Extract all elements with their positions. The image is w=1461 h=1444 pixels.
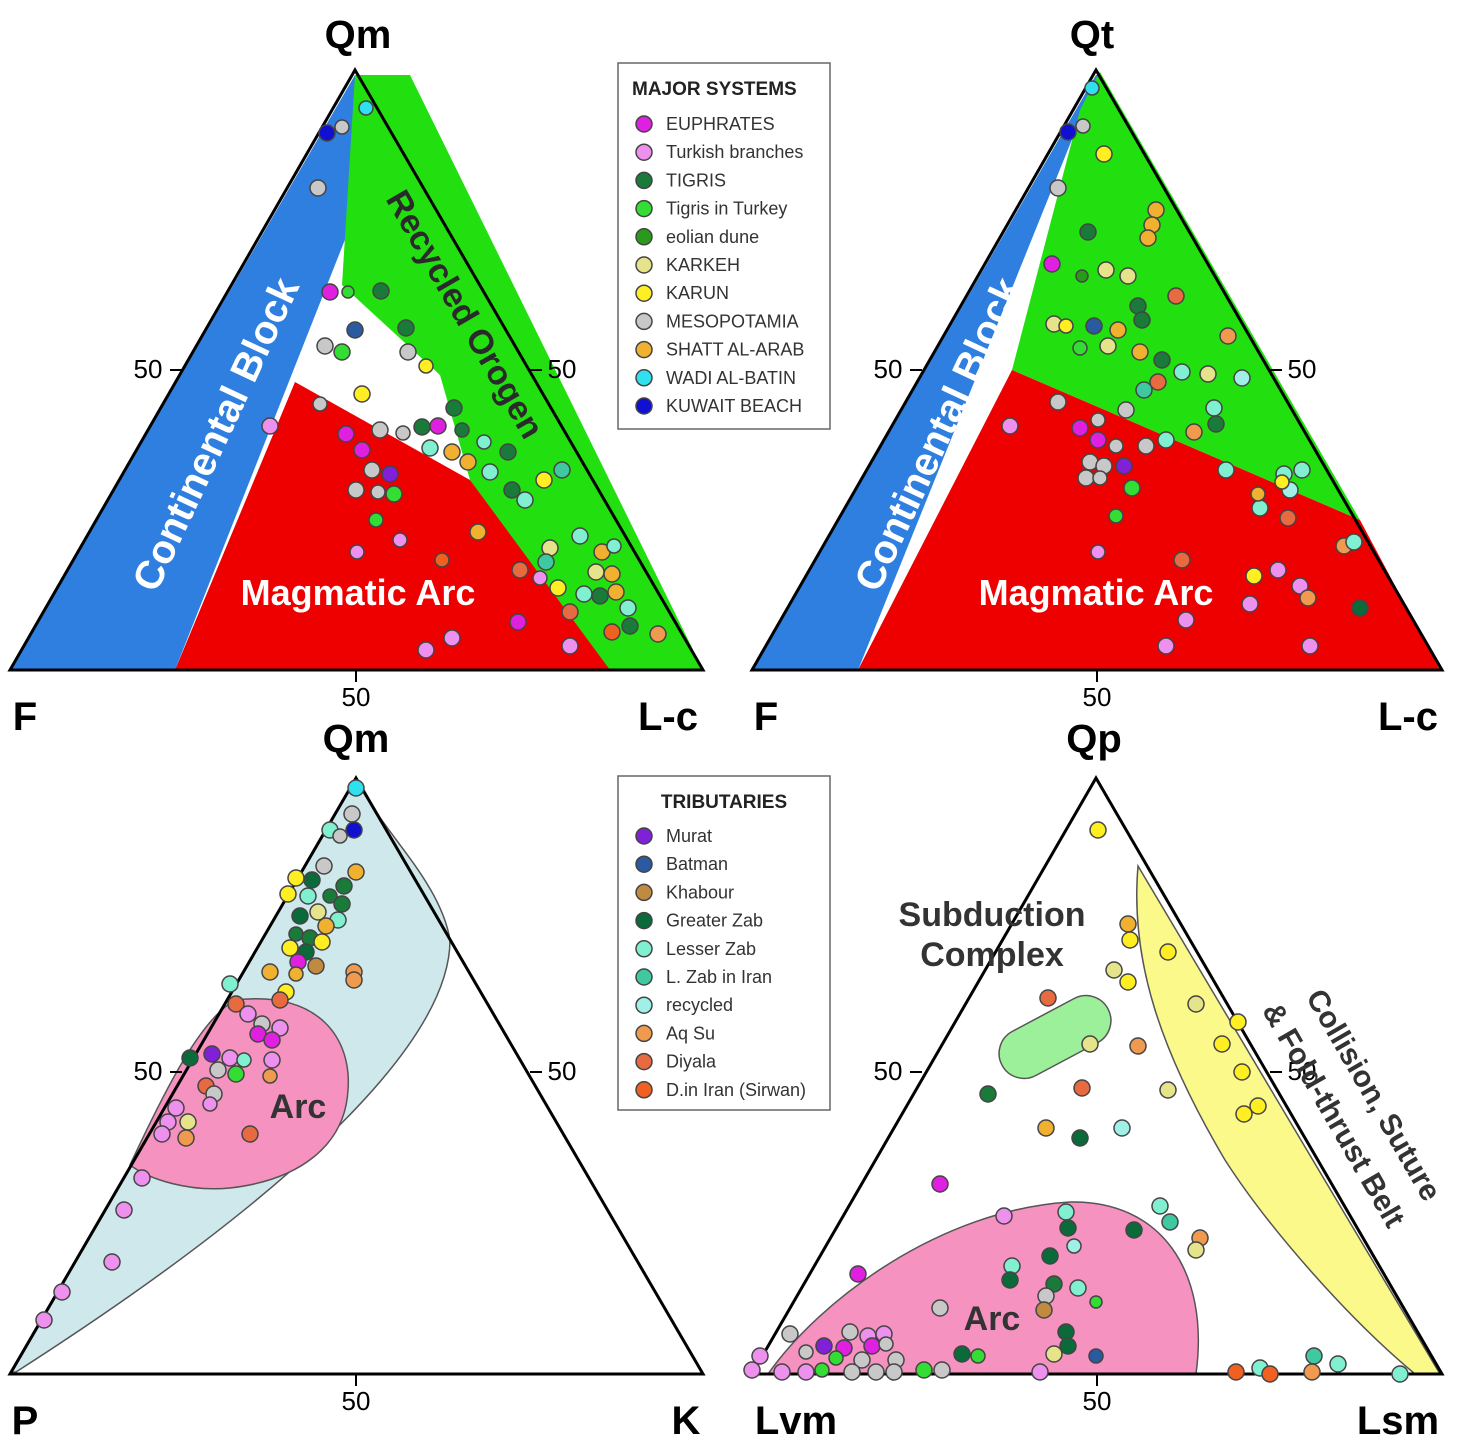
legend-major-label-5: KARKEH xyxy=(666,255,740,275)
apex-right-label: K xyxy=(672,1399,701,1443)
legend-trib-label-7: Aq Su xyxy=(666,1023,715,1043)
data-points xyxy=(743,821,1409,1383)
ternary-qp-lvm-lsm: Qp Lvm Lsm 50 50 50 Subduction Complex A… xyxy=(743,717,1447,1443)
tick-left-50: 50 xyxy=(134,1056,163,1086)
legend-major-title: MAJOR SYSTEMS xyxy=(632,79,797,100)
legend-major-label-3: Tigris in Turkey xyxy=(666,199,787,219)
ternary-qt-f-lc: Qt F L-c 50 50 50 Continental Block Magm… xyxy=(749,13,1445,739)
region-continental-block xyxy=(10,75,410,670)
legend-major-items: EUPHRATES Turkish branches TIGRIS Tigris in… xyxy=(635,114,804,416)
region-recycled-orogen xyxy=(342,75,703,670)
legend-trib-label-9: D.in Iran (Sirwan) xyxy=(666,1080,806,1100)
region-magmatic-arc xyxy=(175,382,610,670)
legend-major-label-8: SHATT AL-ARAB xyxy=(666,340,804,360)
legend-major-label-10: KUWAIT BEACH xyxy=(666,396,802,416)
legend-major-swatch-3 xyxy=(635,199,653,218)
legend-trib-label-2: Khabour xyxy=(666,882,734,902)
apex-right-label: L-c xyxy=(1378,695,1438,739)
legend-major-swatch-10 xyxy=(635,397,653,415)
legend-major-swatch-2 xyxy=(635,171,653,190)
legend-tributaries-title: TRIBUTARIES xyxy=(661,792,787,813)
legend-major-label-0: EUPHRATES xyxy=(666,114,775,134)
tick-bottom-50: 50 xyxy=(1083,1386,1112,1416)
region-arc xyxy=(766,1201,1200,1375)
legend-trib-swatch-9 xyxy=(635,1081,653,1099)
legend-major-swatch-8 xyxy=(635,340,653,359)
label-arc: Arc xyxy=(964,1300,1021,1338)
tick-bottom-50: 50 xyxy=(342,1386,371,1416)
apex-right-label: L-c xyxy=(638,695,698,739)
legend-trib-label-4: Lesser Zab xyxy=(666,939,756,959)
apex-top-label: Qp xyxy=(1066,717,1122,761)
data-points xyxy=(1001,80,1369,655)
legend-trib-swatch-5 xyxy=(635,968,653,986)
legend-trib-label-3: Greater Zab xyxy=(666,911,763,931)
tick-right-50: 50 xyxy=(1288,354,1317,384)
legend-trib-swatch-2 xyxy=(635,883,653,902)
legend-major-swatch-0 xyxy=(635,115,653,133)
label-complex: Complex xyxy=(920,936,1064,974)
legend-trib-swatch-0 xyxy=(635,827,653,845)
legend-trib-label-6: recycled xyxy=(666,995,733,1015)
region-subduction-complex xyxy=(998,994,1112,1080)
data-points xyxy=(35,779,365,1329)
legend-trib-swatch-3 xyxy=(635,911,653,930)
tick-left-50: 50 xyxy=(874,354,903,384)
legend-major-label-2: TIGRIS xyxy=(666,170,726,190)
legend-trib-swatch-7 xyxy=(635,1024,653,1043)
legend-trib-swatch-4 xyxy=(635,940,653,958)
data-points xyxy=(261,100,667,659)
legend-trib-label-8: Diyala xyxy=(666,1052,717,1072)
tick-right-50: 50 xyxy=(548,354,577,384)
legend-major-label-7: MESOPOTAMIA xyxy=(666,311,799,331)
legend-trib-swatch-6 xyxy=(635,996,653,1014)
region-collision-suture-belt xyxy=(1135,863,1442,1375)
apex-left-label: F xyxy=(13,695,37,739)
legend-major-swatch-4 xyxy=(635,228,653,246)
legend-major-label-9: WADI AL-BATIN xyxy=(666,368,796,388)
apex-left-label: P xyxy=(12,1399,39,1443)
apex-top-label: Qt xyxy=(1070,13,1114,57)
apex-left-label: F xyxy=(754,695,778,739)
legend-major-systems: MAJOR SYSTEMS EUPHRATES Turkish branches T… xyxy=(617,62,831,430)
legend-major-swatch-7 xyxy=(635,312,653,331)
legend-major-label-6: KARUN xyxy=(666,283,729,303)
legend-trib-label-1: Batman xyxy=(666,854,728,874)
label-arc: Arc xyxy=(270,1088,327,1126)
tick-right-50: 50 xyxy=(548,1056,577,1086)
region-recycled-orogen xyxy=(1012,72,1360,520)
legend-major-swatch-9 xyxy=(635,369,653,387)
tick-bottom-50: 50 xyxy=(342,682,371,712)
legend-tributaries: TRIBUTARIES Murat Batman Khabour Greater Za… xyxy=(617,775,831,1111)
region-magmatic-arc xyxy=(858,370,1440,670)
apex-top-label: Qm xyxy=(323,717,390,761)
label-magmatic-arc: Magmatic Arc xyxy=(979,572,1214,613)
tick-left-50: 50 xyxy=(874,1056,903,1086)
legend-major-label-1: Turkish branches xyxy=(666,142,803,162)
legend-major-label-4: eolian dune xyxy=(666,227,759,247)
legend-major-swatch-1 xyxy=(635,143,653,161)
legend-major-swatch-6 xyxy=(635,284,653,302)
legend-trib-swatch-8 xyxy=(635,1052,653,1071)
apex-right-label: Lsm xyxy=(1357,1399,1439,1443)
ternary-qm-p-k: Qm P K 50 50 50 Arc xyxy=(7,717,706,1443)
label-subduction: Subduction xyxy=(899,896,1086,934)
label-magmatic-arc: Magmatic Arc xyxy=(241,572,476,613)
legend-major-swatch-5 xyxy=(635,256,653,274)
legend-tributaries-items: Murat Batman Khabour Greater Zab Lesser Zab L… xyxy=(635,826,806,1100)
tick-right-50: 50 xyxy=(1288,1056,1317,1086)
legend-trib-swatch-1 xyxy=(635,855,653,873)
legend-trib-label-0: Murat xyxy=(666,826,712,846)
tick-left-50: 50 xyxy=(134,354,163,384)
apex-top-label: Qm xyxy=(325,13,392,57)
ternary-qm-f-lc: Qm F L-c 50 50 50 Continental Block Recy… xyxy=(7,13,706,739)
apex-left-label: Lvm xyxy=(755,1399,837,1443)
tick-bottom-50: 50 xyxy=(1083,682,1112,712)
legend-trib-label-5: L. Zab in Iran xyxy=(666,967,772,987)
